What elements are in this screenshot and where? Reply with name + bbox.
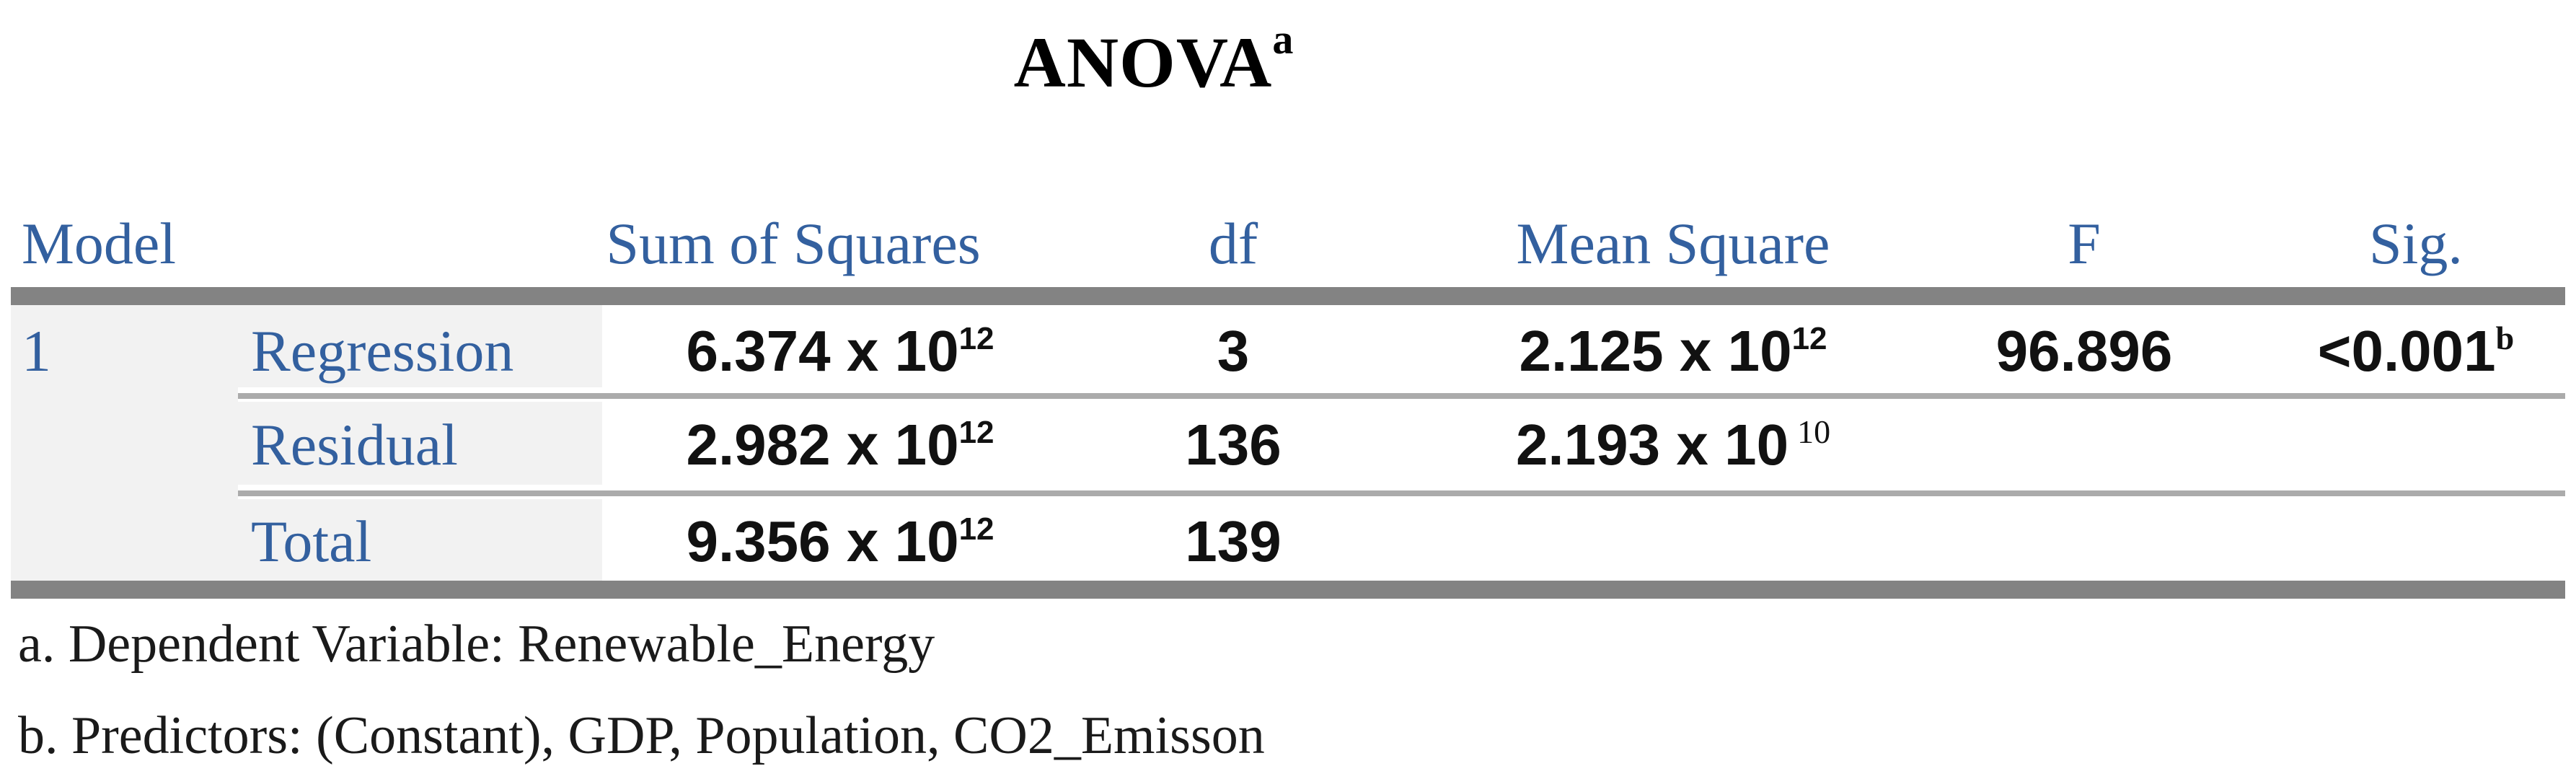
residual-ms-base: 2.193 x 10 <box>1515 413 1789 477</box>
cell-label-regression: Regression <box>251 318 514 384</box>
footnote-a: a. Dependent Variable: Renewable_Energy <box>18 615 935 674</box>
table-bottom-rule <box>11 581 2565 599</box>
row-separator-2 <box>238 490 2565 496</box>
header-df: df <box>1208 211 1258 276</box>
row-label-shading <box>11 305 602 581</box>
regression-ms-base: 2.125 x 10 <box>1519 319 1792 383</box>
row-separator-1 <box>238 393 2565 399</box>
regression-ss-base: 6.374 x 10 <box>686 319 959 383</box>
cell-total-df: 139 <box>1185 509 1282 573</box>
cell-residual-mean-square: 2.193 x 10 10 <box>1385 402 1962 488</box>
header-f: F <box>2068 211 2101 276</box>
header-sum-of-squares: Sum of Squares <box>606 211 981 276</box>
cell-regression-sig: <0.001b <box>2272 309 2560 394</box>
header-sig: Sig. <box>2369 211 2463 276</box>
cell-label-total: Total <box>251 509 372 574</box>
residual-ss-base: 2.982 x 10 <box>686 413 959 477</box>
title-text: ANOVA <box>1013 22 1273 102</box>
cell-regression-sum-of-squares: 6.374 x 1012 <box>552 309 1129 394</box>
regression-ms-exponent: 12 <box>1791 321 1827 356</box>
residual-ms-exponent: 10 <box>1797 413 1831 450</box>
page-title: ANOVAa <box>0 0 2308 102</box>
cell-regression-f: 96.896 <box>1995 319 2173 383</box>
title-footnote-mark: a <box>1272 16 1294 63</box>
cell-label-residual: Residual <box>251 412 458 477</box>
header-model: Model <box>22 211 177 276</box>
total-ss-base: 9.356 x 10 <box>686 509 959 573</box>
footnote-b: b. Predictors: (Constant), GDP, Populati… <box>18 706 1265 765</box>
cell-total-sum-of-squares: 9.356 x 1012 <box>552 499 1129 584</box>
cell-regression-mean-square: 2.125 x 1012 <box>1385 309 1962 394</box>
regression-sig-value: <0.001 <box>2317 319 2496 383</box>
table-top-rule <box>11 287 2565 305</box>
cell-model-number: 1 <box>22 318 51 384</box>
cell-residual-sum-of-squares: 2.982 x 1012 <box>552 402 1129 488</box>
residual-ss-exponent: 12 <box>958 415 994 450</box>
header-mean-square: Mean Square <box>1516 211 1830 276</box>
cell-regression-df: 3 <box>1217 319 1250 383</box>
regression-ss-exponent: 12 <box>958 321 994 356</box>
total-ss-exponent: 12 <box>958 511 994 547</box>
cell-residual-df: 136 <box>1185 413 1282 477</box>
regression-sig-footnote-mark: b <box>2495 320 2515 356</box>
